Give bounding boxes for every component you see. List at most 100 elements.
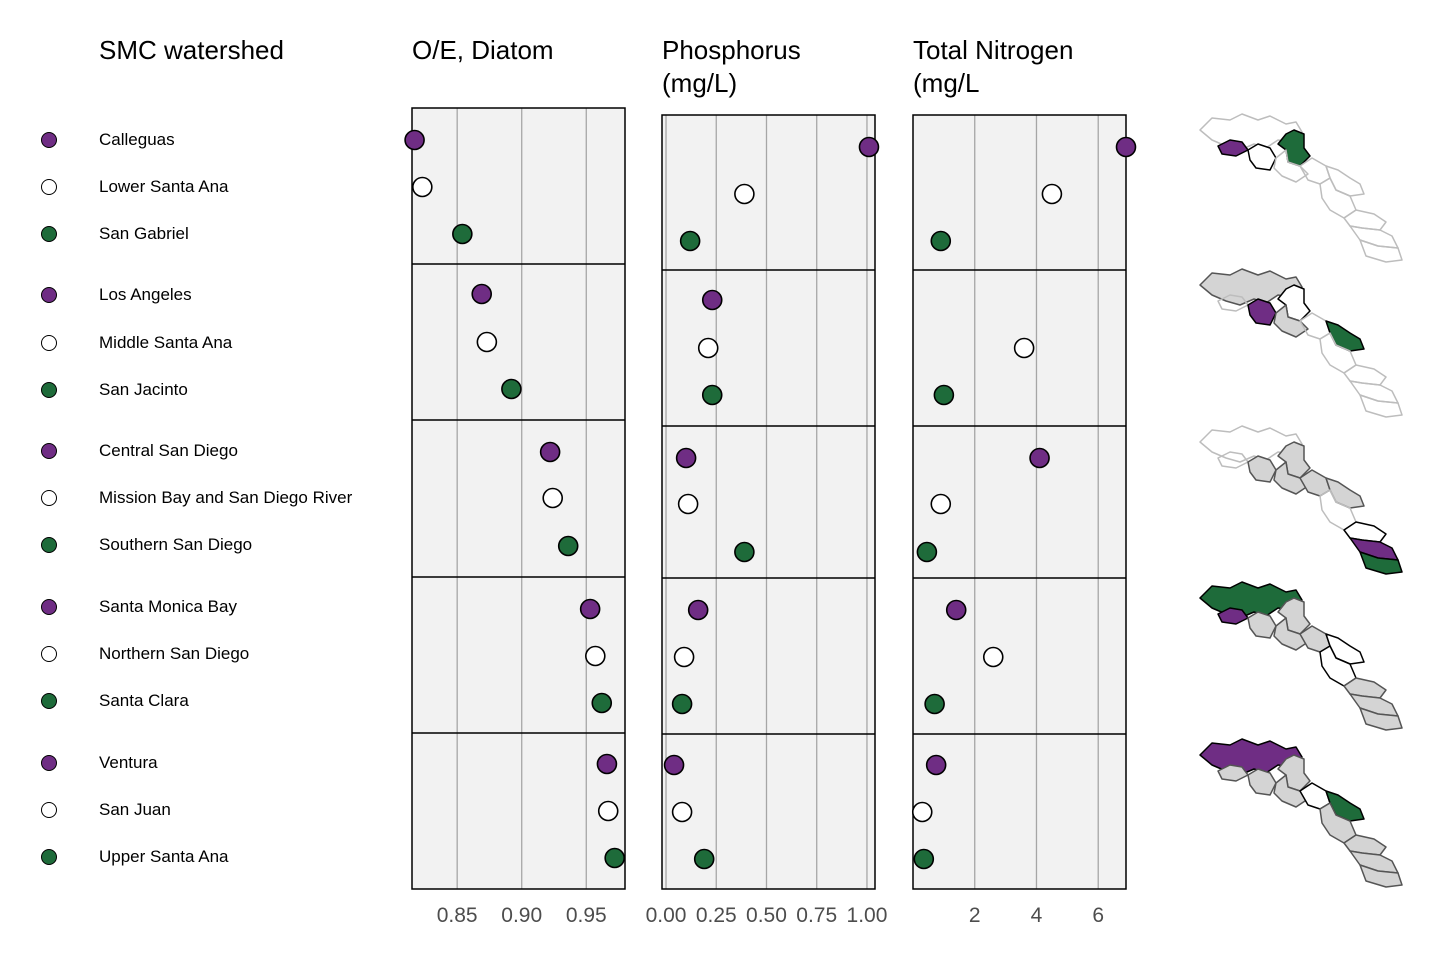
map-region — [1359, 551, 1403, 575]
map-region — [1247, 611, 1277, 639]
watershed-map — [1199, 425, 1403, 575]
data-point-phosphorus — [693, 848, 715, 870]
data-point-phosphorus — [701, 384, 723, 406]
legend-label: San Jacinto — [99, 380, 188, 399]
data-point-oe_diatom — [501, 378, 522, 400]
legend-label: Upper Santa Ana — [99, 847, 229, 866]
panel-border — [411, 107, 626, 890]
map-region — [1247, 455, 1277, 483]
panel-title-total-nitrogen: Total Nitrogen (mg/L — [913, 35, 1074, 98]
map-region — [1319, 177, 1357, 219]
data-point-phosphorus — [673, 646, 695, 668]
tick-label: 0.75 — [796, 904, 837, 927]
legend-dot — [41, 693, 57, 709]
map-region — [1277, 129, 1311, 167]
data-point-oe_diatom — [585, 645, 606, 667]
tick-label: 1.00 — [847, 904, 888, 927]
map-region — [1247, 298, 1277, 326]
map-region — [1359, 394, 1403, 418]
data-point-total_nitrogen — [1115, 136, 1137, 158]
watershed-map — [1199, 268, 1403, 418]
data-point-phosphorus — [671, 801, 693, 823]
data-point-oe_diatom — [404, 129, 425, 151]
tick-label: 0.95 — [566, 904, 607, 927]
map-region — [1247, 768, 1277, 796]
data-point-phosphorus — [701, 289, 723, 311]
legend-title: SMC watershed — [99, 35, 284, 65]
map-region — [1277, 597, 1311, 635]
legend-dot — [41, 646, 57, 662]
map-region — [1277, 441, 1311, 479]
legend-dot — [41, 179, 57, 195]
legend-label: Middle Santa Ana — [99, 333, 233, 352]
panel-background — [412, 108, 625, 889]
data-point-phosphorus — [734, 541, 755, 563]
data-point-oe_diatom — [476, 331, 498, 353]
data-point-oe_diatom — [591, 692, 613, 714]
map-region — [1217, 139, 1249, 157]
map-region — [1359, 707, 1403, 731]
data-point-total_nitrogen — [1041, 183, 1063, 205]
map-region — [1359, 239, 1403, 263]
legend-label: San Gabriel — [99, 224, 189, 243]
legend-label: San Juan — [99, 800, 171, 819]
data-point-oe_diatom — [539, 441, 561, 463]
tick-label: 0.85 — [437, 904, 478, 927]
data-point-oe_diatom — [452, 223, 473, 245]
legend-dot — [41, 335, 57, 351]
legend-label: Northern San Diego — [99, 644, 250, 663]
data-point-total_nitrogen — [930, 493, 952, 515]
data-point-oe_diatom — [579, 598, 601, 620]
data-point-phosphorus — [734, 183, 755, 205]
data-point-oe_diatom — [597, 800, 619, 822]
watershed-map — [1199, 738, 1403, 888]
tick-label: 0.50 — [746, 904, 787, 927]
data-point-oe_diatom — [471, 283, 493, 305]
tick-label: 4 — [1031, 904, 1043, 927]
map-region — [1273, 149, 1309, 183]
panel-oe_diatom — [411, 107, 626, 890]
legend-dot — [41, 755, 57, 771]
panel-title-phosphorus: Phosphorus (mg/L) — [662, 35, 801, 98]
data-point-phosphorus — [858, 136, 880, 158]
data-point-total_nitrogen — [924, 693, 945, 715]
tick-label: 0.00 — [646, 904, 687, 927]
tick-label: 2 — [969, 904, 981, 927]
legend-label: Los Angeles — [99, 285, 192, 304]
tick-label: 6 — [1092, 904, 1104, 927]
data-point-total_nitrogen — [911, 801, 933, 823]
data-point-phosphorus — [697, 337, 719, 359]
panel-border — [912, 114, 1127, 890]
map-region — [1277, 284, 1311, 322]
data-point-total_nitrogen — [945, 599, 967, 621]
data-point-phosphorus — [671, 693, 693, 715]
legend-label: Calleguas — [99, 130, 175, 149]
data-point-oe_diatom — [557, 535, 579, 557]
data-point-total_nitrogen — [1029, 447, 1050, 469]
legend-label: Central San Diego — [99, 441, 238, 460]
map-region — [1277, 754, 1311, 792]
data-point-phosphorus — [679, 230, 701, 252]
data-point-oe_diatom — [596, 753, 618, 775]
legend-dot — [41, 802, 57, 818]
legend-dot — [41, 599, 57, 615]
legend-dot — [41, 849, 57, 865]
map-region — [1273, 304, 1309, 338]
data-point-phosphorus — [677, 493, 699, 515]
data-point-total_nitrogen — [982, 646, 1004, 668]
data-point-total_nitrogen — [930, 230, 952, 252]
legend-dot — [41, 537, 57, 553]
legend-label: Mission Bay and San Diego River — [99, 488, 353, 507]
panel-border — [661, 114, 876, 890]
legend-label: Lower Santa Ana — [99, 177, 229, 196]
panel-title-oe-diatom: O/E, Diatom — [412, 35, 554, 65]
data-point-oe_diatom — [542, 487, 564, 509]
tick-label: 0.90 — [501, 904, 542, 927]
data-point-oe_diatom — [604, 847, 625, 869]
data-point-total_nitrogen — [916, 541, 938, 563]
data-point-phosphorus — [675, 447, 697, 469]
map-region — [1199, 268, 1303, 306]
legend-label: Santa Clara — [99, 691, 189, 710]
